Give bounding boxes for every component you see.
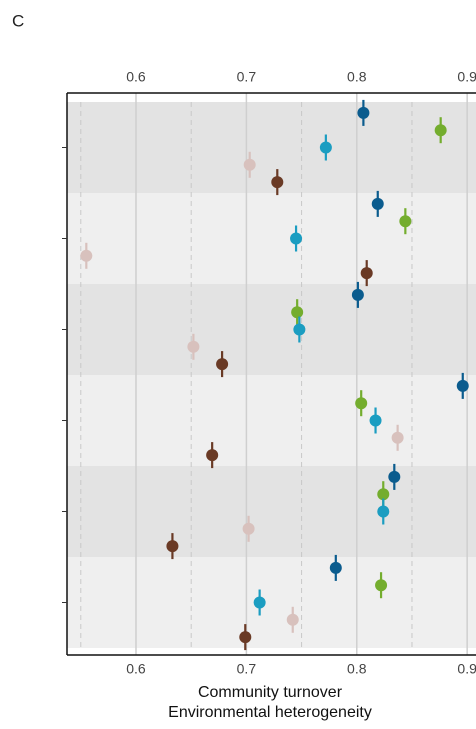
panel-label: C [12, 11, 24, 30]
point [253, 596, 266, 609]
point [375, 579, 388, 592]
point [166, 540, 179, 553]
x-tick-label: 0.6 [126, 661, 146, 677]
point [388, 470, 401, 483]
point [456, 379, 469, 392]
point [187, 340, 200, 353]
point [371, 197, 384, 210]
row-band [67, 102, 476, 193]
point [271, 176, 284, 189]
point [80, 249, 93, 262]
x-tick-label: 0.6 [126, 69, 146, 85]
point [357, 106, 370, 119]
point [351, 288, 364, 301]
point [293, 323, 306, 336]
point [319, 141, 332, 154]
point [291, 306, 304, 319]
x-tick-label: 0.9 [457, 661, 476, 677]
point [242, 522, 255, 535]
point [391, 431, 404, 444]
point [329, 561, 342, 574]
row-band [67, 466, 476, 557]
point [360, 267, 373, 280]
point [399, 215, 412, 228]
point [434, 124, 447, 137]
x-axis-label: Environmental heterogeneity [168, 704, 372, 721]
point [239, 631, 252, 644]
point [355, 397, 368, 410]
point [286, 613, 299, 626]
point [377, 505, 390, 518]
point [377, 488, 390, 501]
point [216, 358, 229, 371]
point [290, 232, 303, 245]
row-band [67, 557, 476, 648]
row-band [67, 284, 476, 375]
x-axis-label: Community turnover [198, 684, 343, 701]
point [369, 414, 382, 427]
x-tick-label: 0.8 [347, 661, 367, 677]
point [206, 449, 219, 462]
x-tick-label: 0.9 [457, 69, 476, 85]
row-band [67, 375, 476, 466]
row-band [67, 193, 476, 284]
x-tick-label: 0.7 [237, 69, 257, 85]
x-tick-label: 0.7 [237, 661, 257, 677]
x-tick-label: 0.8 [347, 69, 367, 85]
point [243, 158, 256, 171]
